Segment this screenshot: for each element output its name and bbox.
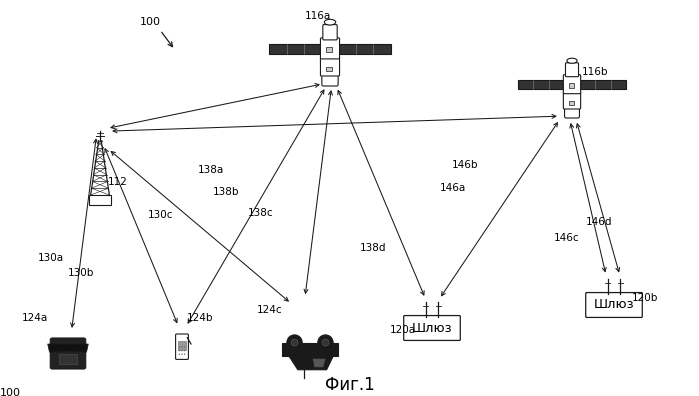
Ellipse shape	[324, 19, 336, 25]
FancyBboxPatch shape	[50, 338, 86, 369]
Text: 100: 100	[140, 17, 161, 27]
FancyBboxPatch shape	[404, 316, 460, 341]
Polygon shape	[312, 359, 326, 367]
Circle shape	[181, 350, 182, 351]
Bar	[269, 44, 322, 54]
Text: 138с: 138с	[248, 208, 273, 218]
Polygon shape	[48, 344, 88, 352]
Text: 146c: 146c	[554, 233, 579, 243]
Circle shape	[184, 350, 185, 351]
Text: 100: 100	[0, 388, 21, 396]
Text: 124a: 124a	[22, 313, 48, 323]
Bar	[568, 101, 574, 105]
Bar	[517, 80, 564, 89]
Circle shape	[181, 354, 182, 355]
FancyBboxPatch shape	[320, 57, 340, 76]
Text: Фиг.1: Фиг.1	[325, 376, 375, 394]
FancyBboxPatch shape	[586, 293, 642, 318]
Ellipse shape	[567, 58, 577, 63]
Bar	[326, 48, 332, 52]
Text: 146a: 146a	[440, 183, 466, 193]
FancyBboxPatch shape	[565, 107, 579, 118]
Bar	[326, 67, 332, 71]
Bar	[89, 195, 111, 205]
Text: 112: 112	[108, 177, 128, 187]
FancyBboxPatch shape	[175, 334, 189, 360]
Bar	[338, 44, 391, 54]
Text: 146b: 146b	[452, 160, 479, 170]
Text: 138a: 138a	[198, 165, 224, 175]
Text: 116b: 116b	[582, 67, 609, 77]
Text: 124b: 124b	[187, 313, 213, 323]
Text: 130b: 130b	[68, 268, 94, 278]
FancyBboxPatch shape	[322, 74, 338, 86]
Bar	[579, 80, 626, 89]
FancyBboxPatch shape	[563, 75, 581, 94]
Circle shape	[184, 346, 185, 348]
Polygon shape	[289, 356, 333, 370]
Circle shape	[318, 335, 333, 350]
Bar	[59, 354, 78, 364]
Text: 130a: 130a	[38, 253, 64, 263]
Text: 146d: 146d	[586, 217, 612, 227]
Circle shape	[178, 346, 180, 348]
Text: Шлюз: Шлюз	[412, 322, 452, 335]
Text: 138d: 138d	[360, 243, 387, 253]
Circle shape	[291, 339, 298, 346]
Polygon shape	[282, 343, 338, 356]
Text: 116a: 116a	[305, 11, 331, 21]
Circle shape	[184, 354, 185, 355]
Text: 120a: 120a	[390, 325, 416, 335]
Circle shape	[181, 346, 182, 348]
FancyBboxPatch shape	[320, 38, 340, 59]
Circle shape	[178, 350, 180, 351]
Text: Шлюз: Шлюз	[593, 299, 634, 312]
Circle shape	[178, 354, 180, 355]
Circle shape	[322, 339, 329, 346]
Circle shape	[287, 335, 302, 350]
Text: 120b: 120b	[632, 293, 658, 303]
Text: 124c: 124c	[257, 305, 282, 315]
FancyBboxPatch shape	[323, 25, 337, 40]
FancyBboxPatch shape	[565, 63, 579, 77]
Text: 138b: 138b	[213, 187, 240, 197]
Bar	[568, 83, 574, 88]
Text: 130c: 130c	[148, 210, 173, 220]
FancyBboxPatch shape	[563, 92, 581, 109]
Bar	[178, 341, 186, 350]
